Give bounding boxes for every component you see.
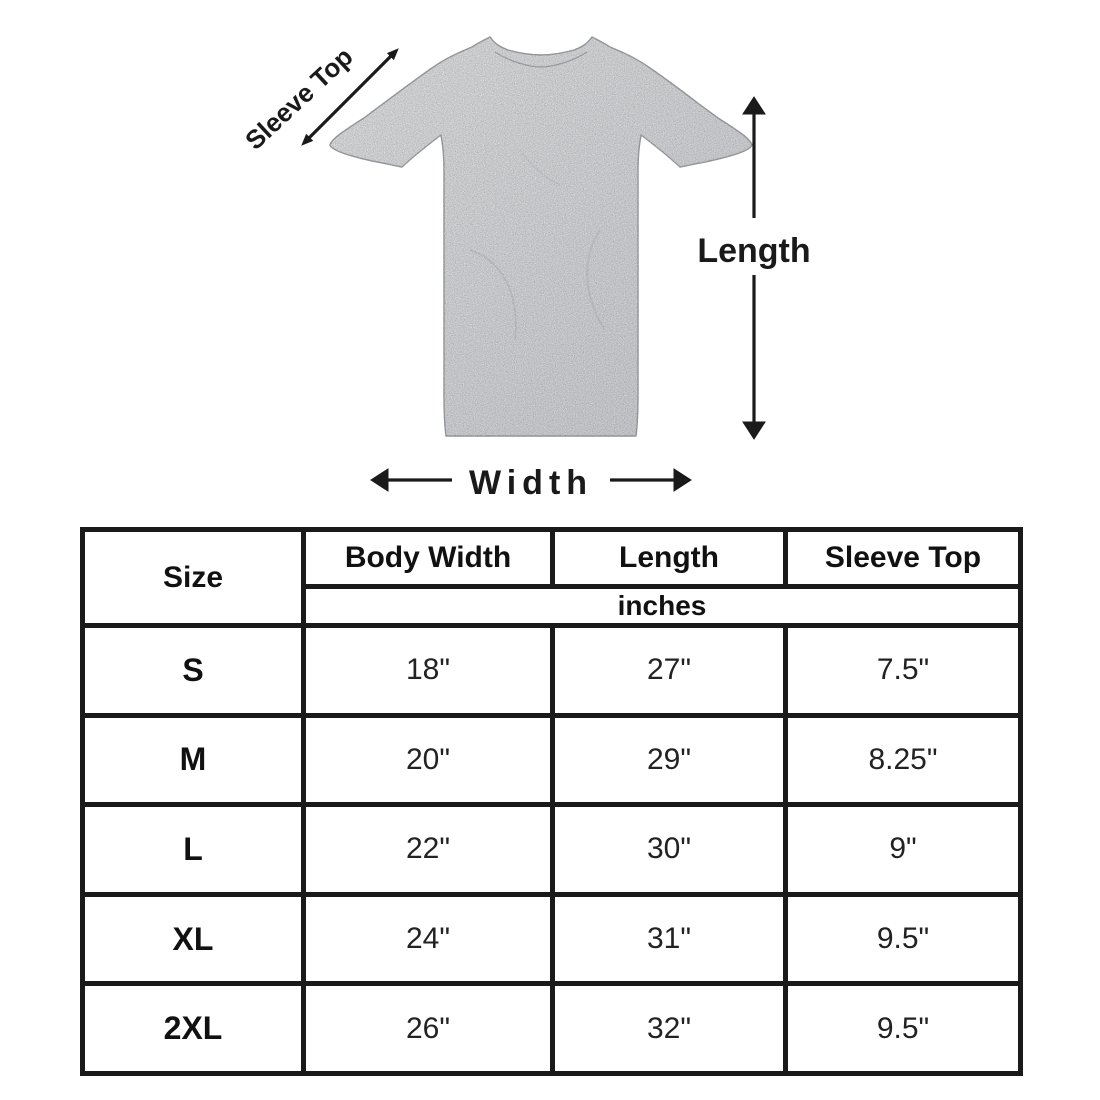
svg-text:Length: Length [697,232,810,270]
svg-text:Width: Width [469,464,593,502]
